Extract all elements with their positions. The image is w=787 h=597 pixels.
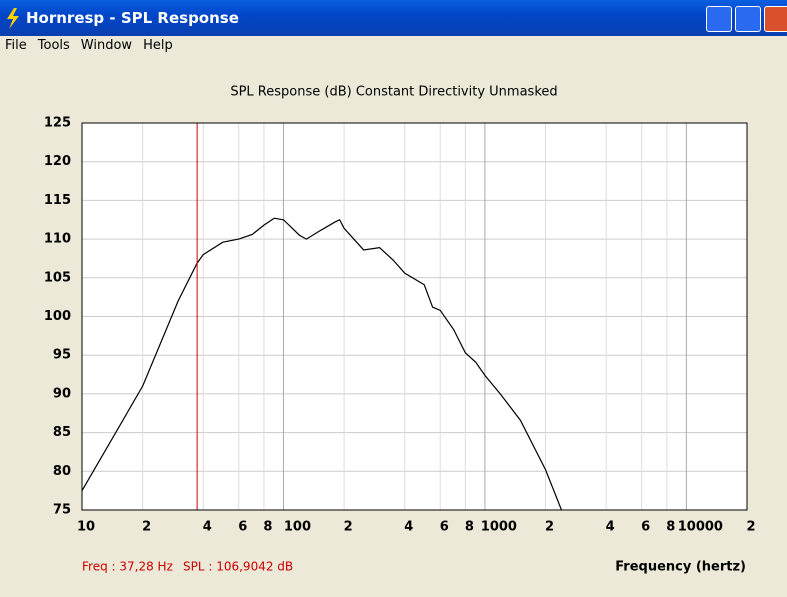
- x-tick-label: 2: [142, 520, 151, 535]
- app-icon: [7, 8, 19, 29]
- y-tick-label: 90: [53, 386, 71, 401]
- y-tick-label: 110: [44, 232, 71, 247]
- x-tick-label: 8: [666, 520, 675, 535]
- window-title: Hornresp - SPL Response: [26, 9, 239, 27]
- menu-item[interactable]: File: [5, 38, 27, 53]
- x-axis-label: Frequency (hertz): [615, 560, 746, 575]
- x-tick-label: 2: [746, 520, 755, 535]
- x-tick-label: 100: [284, 520, 311, 535]
- y-tick-label: 80: [53, 464, 71, 479]
- y-tick-label: 115: [44, 193, 71, 208]
- chart-title: SPL Response (dB) Constant Directivity U…: [230, 85, 557, 100]
- y-tick-label: 75: [53, 503, 71, 518]
- y-tick-label: 125: [44, 116, 71, 131]
- x-tick-label: 2: [545, 520, 554, 535]
- y-tick-label: 105: [44, 270, 71, 285]
- maximize-button[interactable]: [735, 6, 761, 32]
- cursor-freq: Freq : 37,28 Hz: [82, 560, 173, 574]
- y-tick-label: 100: [44, 309, 71, 324]
- x-tick-label: 2: [344, 520, 353, 535]
- x-tick-label: 4: [606, 520, 615, 535]
- y-tick-label: 120: [44, 154, 71, 169]
- plot-border: [81, 122, 748, 511]
- x-tick-label: 10000: [678, 520, 723, 535]
- x-tick-label: 10: [77, 520, 95, 535]
- menu-item[interactable]: Tools: [37, 38, 70, 53]
- close-button[interactable]: [764, 6, 787, 32]
- y-tick-label: 85: [53, 425, 71, 440]
- x-tick-label: 8: [263, 520, 272, 535]
- title-bar: Hornresp - SPL Response: [0, 0, 787, 36]
- menu-bar: File Tools Window Help: [0, 38, 179, 58]
- x-tick-label: 6: [238, 520, 247, 535]
- x-tick-label: 4: [404, 520, 413, 535]
- spl-curve: [81, 217, 563, 511]
- menu-item[interactable]: Help: [143, 38, 173, 53]
- x-tick-label: 4: [203, 520, 212, 535]
- x-tick-label: 6: [641, 520, 650, 535]
- menu-item[interactable]: Window: [80, 38, 133, 53]
- y-tick-label: 95: [53, 348, 71, 363]
- cursor-spl: SPL : 106,9042 dB: [183, 560, 293, 574]
- x-tick-label: 6: [440, 520, 449, 535]
- minimize-button[interactable]: [706, 6, 732, 32]
- x-tick-label: 8: [465, 520, 474, 535]
- x-tick-label: 1000: [481, 520, 517, 535]
